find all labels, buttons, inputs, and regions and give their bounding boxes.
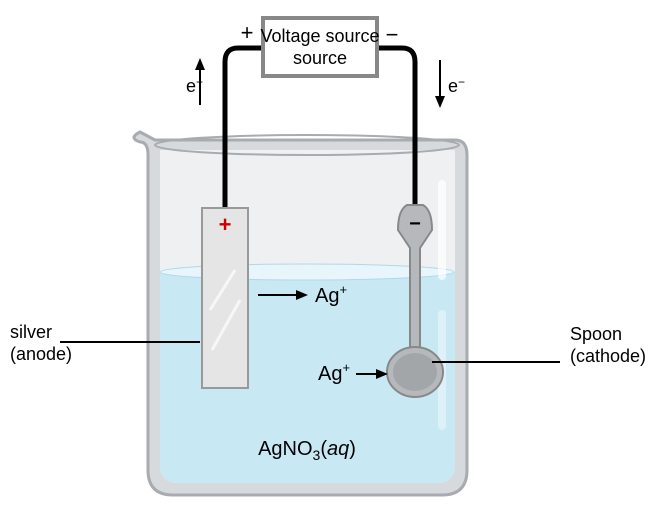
cathode-label-line2: (cathode) [570,346,646,366]
electron-flow-left: e− [186,58,205,105]
voltage-label-line1: Voltage source [260,26,379,46]
silver-anode: + [202,208,248,388]
anode-label-line1: silver [10,322,52,342]
anode-label-line2: (anode) [10,344,72,364]
electroplating-diagram: Voltage source source + − e− e− + − Ag+ [0,0,650,516]
solution-label: AgNO3(aq) [258,438,356,463]
positive-terminal: + [241,20,254,45]
cathode-label-line1: Spoon [570,324,622,344]
voltage-source: Voltage source source [260,18,379,76]
electron-flow-right: e− [435,60,465,108]
negative-terminal: − [386,22,399,47]
electron-right-label: e− [448,75,465,96]
voltage-label-line2: source [293,48,347,68]
anode-plus-sign: + [219,212,232,237]
cathode-minus-sign: − [409,213,421,235]
